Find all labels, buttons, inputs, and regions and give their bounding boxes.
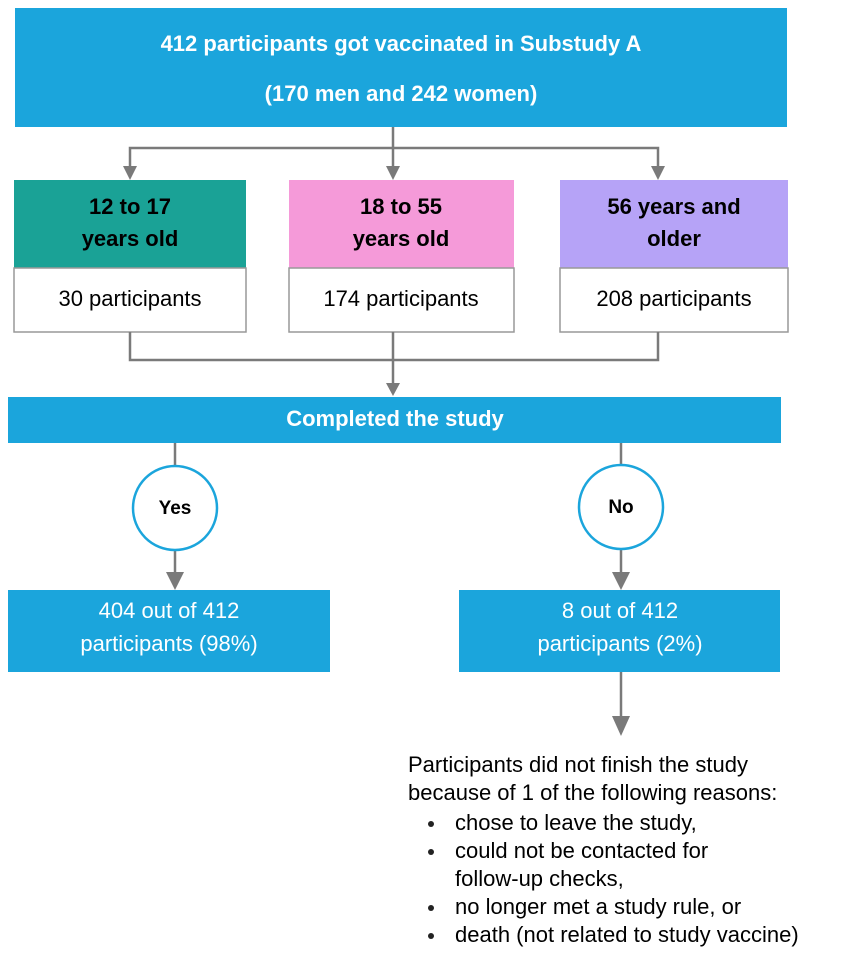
group-count: 208 participants [596,286,751,311]
group-header [560,180,788,268]
reasons-intro: Participants did not finish the study [408,752,748,777]
reason-text: no longer met a study rule, or [455,894,741,919]
completed-box [8,397,781,443]
reasons-intro: because of 1 of the following reasons: [408,780,777,805]
group-label: 18 to 55 [360,194,442,219]
bullet [428,821,434,827]
reason-text: could not be contacted for [455,838,708,863]
no-circle [577,463,665,551]
group-label: 12 to 17 [89,194,171,219]
no-result-box [459,590,780,672]
connector [166,443,630,736]
yes-label: Yes [159,498,192,519]
reasons-list: chose to leave the study, could not be co… [428,810,799,947]
group-label: years old [82,226,179,251]
header-line: 412 participants got vaccinated in Subst… [161,31,642,56]
bullet [428,849,434,855]
header-line: (170 men and 242 women) [265,81,538,106]
no-label: No [608,497,633,518]
yes-result: participants (98%) [80,631,257,656]
group-label: older [647,226,701,251]
reason-text: chose to leave the study, [455,810,697,835]
group-count-box [559,267,789,333]
group-header [14,180,246,268]
yes-result: 404 out of 412 [99,598,240,623]
group-count-box [13,267,247,333]
group-label: years old [353,226,450,251]
group-header [289,180,514,268]
group-count: 174 participants [323,286,478,311]
group-count-box [288,267,515,333]
group-count: 30 participants [58,286,201,311]
connector [128,332,660,396]
connector [123,127,665,180]
group-label: 56 years and [607,194,740,219]
reason-text: death (not related to study vaccine) [455,922,799,947]
header-box [15,8,787,127]
yes-circle [131,464,219,552]
reason-text: follow-up checks, [455,866,624,891]
bullet [428,933,434,939]
bullet [428,905,434,911]
yes-result-box [8,590,330,672]
no-result: 8 out of 412 [562,598,678,623]
completed-label: Completed the study [286,406,504,431]
no-result: participants (2%) [537,631,702,656]
